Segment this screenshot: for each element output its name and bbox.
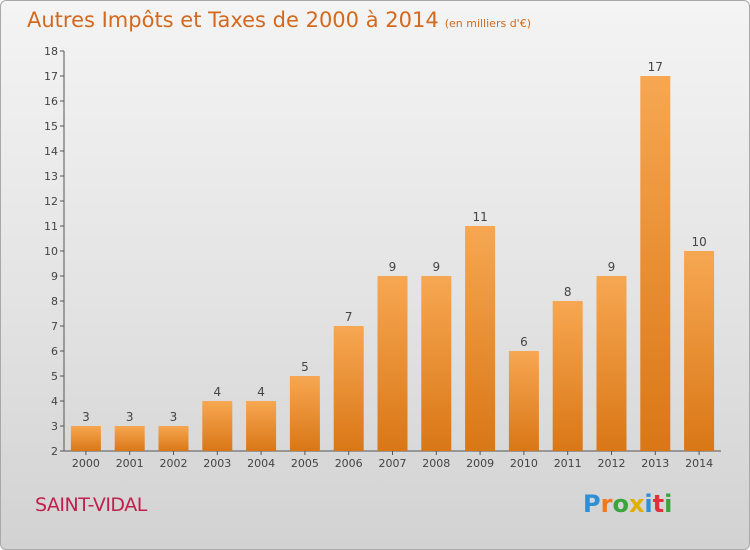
bar <box>202 401 233 451</box>
data-label: 8 <box>564 285 572 299</box>
y-tick-label: 4 <box>51 395 58 408</box>
logo-letter: P <box>583 490 601 518</box>
bar <box>377 276 408 451</box>
data-label: 6 <box>520 335 528 349</box>
x-tick-label: 2001 <box>116 457 144 470</box>
y-tick-label: 6 <box>51 345 58 358</box>
chart-bars <box>70 76 715 451</box>
bar <box>552 301 583 451</box>
chart-value-labels: 3 3 3 4 4 5 7 9 9 11 6 8 9 17 10 <box>82 60 707 424</box>
y-tick-label: 5 <box>51 370 58 383</box>
y-tick-label: 8 <box>51 295 58 308</box>
y-tick-label: 11 <box>44 220 58 233</box>
bar <box>421 276 452 451</box>
chart-title-main: Autres Impôts et Taxes de 2000 à 2014 <box>27 8 439 32</box>
data-label: 9 <box>608 260 616 274</box>
data-label: 9 <box>432 260 440 274</box>
y-tick-label: 10 <box>44 245 58 258</box>
y-tick-label: 16 <box>44 95 58 108</box>
x-tick-label: 2012 <box>598 457 626 470</box>
y-tick-label: 13 <box>44 170 58 183</box>
y-tick-label: 3 <box>51 420 58 433</box>
logo-letter: x <box>628 490 645 518</box>
logo-letter: r <box>600 490 613 518</box>
y-tick-label: 12 <box>44 195 58 208</box>
bar <box>640 76 671 451</box>
bar <box>684 251 715 451</box>
data-label: 4 <box>213 385 221 399</box>
data-label: 3 <box>126 410 134 424</box>
logo-letter: i <box>664 490 673 518</box>
data-label: 7 <box>345 310 353 324</box>
bar <box>465 226 496 451</box>
data-label: 3 <box>170 410 178 424</box>
bar <box>596 276 627 451</box>
x-tick-label: 2014 <box>685 457 713 470</box>
x-tick-label: 2002 <box>160 457 188 470</box>
data-label: 5 <box>301 360 309 374</box>
chart-axes: 2 3 4 5 6 7 8 9 10 11 12 13 14 15 16 17 18 2000 2001 2002 20… <box>44 45 721 470</box>
x-tick-label: 2013 <box>641 457 669 470</box>
x-tick-label: 2008 <box>422 457 450 470</box>
y-tick-label: 2 <box>51 445 58 458</box>
proxiti-logo[interactable]: Proxiti <box>583 490 672 518</box>
data-label: 11 <box>472 210 487 224</box>
x-tick-label: 2007 <box>379 457 407 470</box>
y-tick-label: 9 <box>51 270 58 283</box>
bar <box>333 326 364 451</box>
bar <box>508 351 539 451</box>
data-label: 4 <box>257 385 265 399</box>
y-tick-label: 7 <box>51 320 58 333</box>
data-label: 17 <box>648 60 663 74</box>
x-tick-label: 2003 <box>203 457 231 470</box>
x-tick-label: 2006 <box>335 457 363 470</box>
x-tick-label: 2000 <box>72 457 100 470</box>
y-tick-label: 14 <box>44 145 58 158</box>
chart-title: Autres Impôts et Taxes de 2000 à 2014 (en… <box>27 8 531 32</box>
bar <box>70 426 101 451</box>
bar <box>246 401 277 451</box>
logo-letter: i <box>644 490 653 518</box>
x-tick-label: 2010 <box>510 457 538 470</box>
logo-letter: o <box>612 490 629 518</box>
y-tick-label: 15 <box>44 120 58 133</box>
chart-title-unit: (en milliers d'€) <box>444 17 531 30</box>
bar <box>114 426 145 451</box>
bar <box>158 426 189 451</box>
x-tick-label: 2009 <box>466 457 494 470</box>
y-tick-label: 18 <box>44 45 58 58</box>
x-tick-label: 2004 <box>247 457 275 470</box>
logo-letter: t <box>652 490 665 518</box>
y-tick-label: 17 <box>44 70 58 83</box>
x-tick-label: 2011 <box>554 457 582 470</box>
data-label: 10 <box>691 235 706 249</box>
bar <box>289 376 320 451</box>
data-label: 3 <box>82 410 90 424</box>
data-label: 9 <box>389 260 397 274</box>
commune-name: SAINT-VIDAL <box>35 494 147 516</box>
x-tick-label: 2005 <box>291 457 319 470</box>
